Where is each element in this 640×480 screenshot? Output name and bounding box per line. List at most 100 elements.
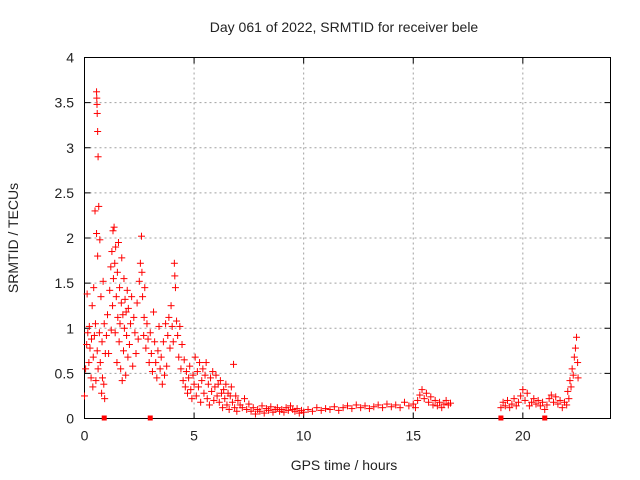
data-point	[123, 331, 131, 339]
data-point	[193, 368, 201, 376]
data-point	[93, 229, 101, 237]
data-point	[189, 371, 197, 379]
data-point	[107, 326, 115, 334]
data-point	[506, 404, 514, 412]
data-point	[90, 331, 98, 339]
data-point	[181, 383, 189, 391]
data-point	[151, 338, 159, 346]
data-point	[420, 395, 428, 403]
data-point	[396, 404, 404, 412]
data-point	[517, 392, 525, 400]
data-point	[317, 406, 325, 414]
data-point	[93, 347, 101, 355]
data-point	[120, 347, 128, 355]
data-point	[143, 320, 151, 328]
data-point	[564, 387, 572, 395]
data-point	[117, 299, 125, 307]
data-point	[94, 365, 102, 373]
data-point	[501, 402, 509, 410]
data-point	[129, 362, 137, 370]
y-tick-label: 2	[66, 230, 74, 246]
data-point	[208, 387, 216, 395]
data-point	[83, 340, 91, 348]
data-point	[433, 402, 441, 410]
data-point	[91, 320, 99, 328]
data-point	[122, 371, 130, 379]
data-point	[287, 402, 295, 410]
data-point	[124, 304, 132, 312]
data-point	[95, 202, 103, 210]
data-point	[194, 383, 202, 391]
data-point	[91, 207, 99, 215]
data-point	[114, 313, 122, 321]
data-point	[93, 109, 101, 117]
data-point	[122, 308, 130, 316]
data-point	[519, 386, 527, 394]
data-point	[132, 350, 140, 358]
data-point	[200, 389, 208, 397]
data-point	[141, 284, 149, 292]
data-point	[573, 333, 581, 341]
data-point	[171, 284, 179, 292]
data-point	[414, 396, 422, 404]
chart-title: Day 061 of 2022, SRMTID for receiver bel…	[210, 19, 479, 35]
data-point	[574, 374, 582, 382]
y-tick-label: 0	[66, 411, 74, 427]
data-point	[84, 329, 92, 337]
data-point	[116, 320, 124, 328]
data-point	[210, 396, 218, 404]
data-point	[563, 401, 571, 409]
x-tick-label: 20	[515, 428, 531, 444]
data-point	[249, 404, 257, 412]
data-point	[243, 405, 251, 413]
data-point	[554, 400, 562, 408]
data-point	[418, 386, 426, 394]
data-point	[148, 368, 156, 376]
data-point	[111, 329, 119, 337]
data-point	[150, 308, 158, 316]
data-point	[94, 153, 102, 161]
data-point	[552, 393, 560, 401]
data-point	[89, 383, 97, 391]
data-point	[447, 399, 455, 407]
data-point	[147, 350, 155, 358]
data-point	[173, 317, 181, 325]
baseline-point	[542, 415, 548, 421]
data-point	[545, 395, 553, 403]
data-point	[442, 396, 450, 404]
data-point	[101, 395, 109, 403]
data-point	[383, 400, 391, 408]
data-point	[109, 275, 117, 283]
data-point	[240, 395, 248, 403]
data-point	[130, 313, 138, 321]
data-point	[83, 290, 91, 298]
data-point	[113, 268, 121, 276]
data-point	[127, 320, 135, 328]
data-point	[182, 368, 190, 376]
data-point	[536, 402, 544, 410]
data-point	[102, 331, 110, 339]
data-point	[530, 395, 538, 403]
data-point	[204, 380, 212, 388]
data-point	[400, 398, 408, 406]
plot-area-border	[84, 57, 611, 419]
data-point	[308, 407, 316, 415]
data-point	[352, 401, 360, 409]
data-point	[155, 322, 163, 330]
data-point	[228, 398, 236, 406]
data-point	[197, 398, 205, 406]
data-point	[265, 406, 273, 414]
data-point	[440, 400, 448, 408]
data-point	[98, 374, 106, 382]
data-point	[159, 338, 167, 346]
data-point	[258, 402, 266, 410]
data-point	[94, 252, 102, 260]
data-point	[523, 389, 531, 397]
data-point	[212, 371, 220, 379]
data-point	[566, 377, 574, 385]
data-point	[534, 396, 542, 404]
data-point	[140, 331, 148, 339]
data-point	[427, 393, 435, 401]
data-point	[247, 407, 255, 415]
